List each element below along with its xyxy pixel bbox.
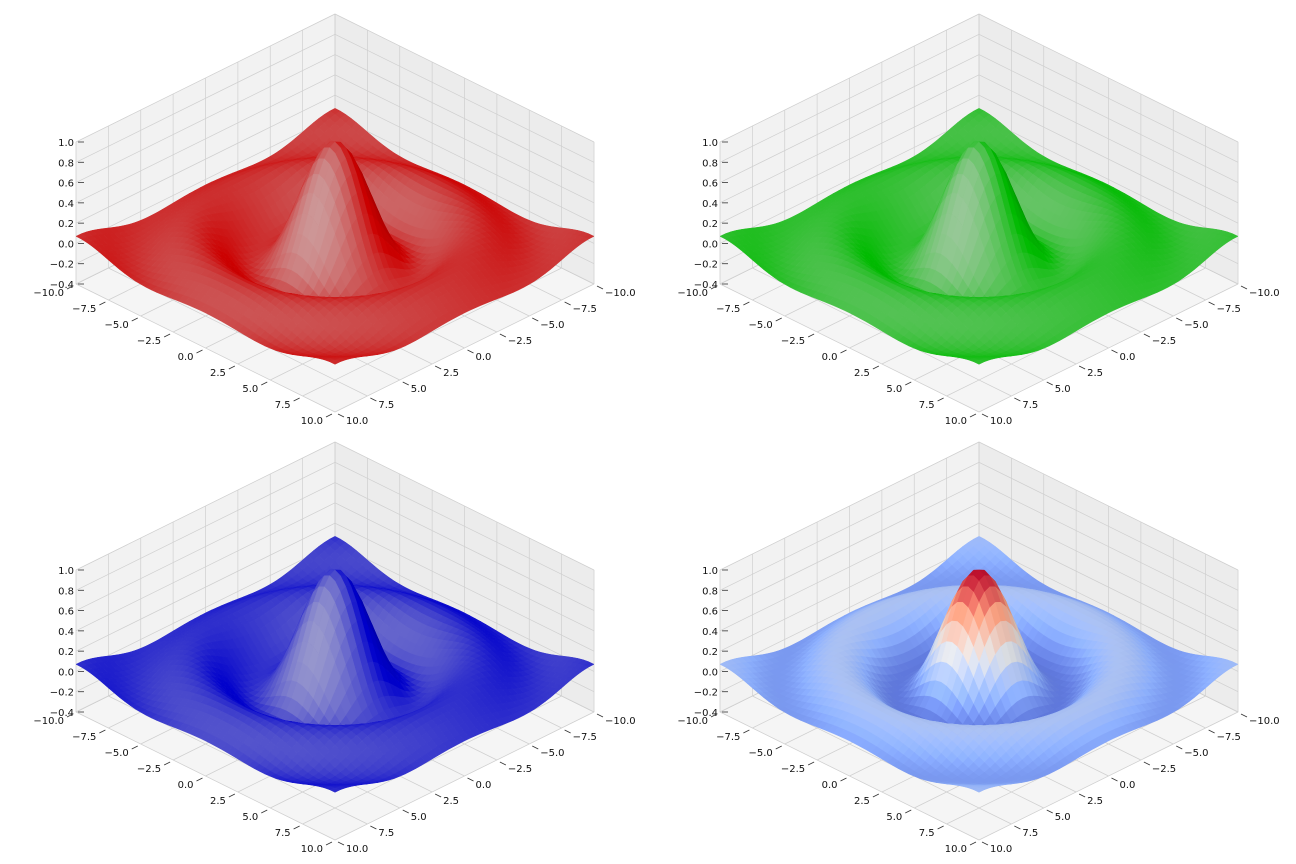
red-surface-x-tick	[196, 349, 203, 354]
red-surface-y-tick	[467, 349, 474, 354]
red-surface-z-tick-label: 1.0	[58, 138, 74, 149]
green-surface-y-tick	[1143, 333, 1151, 338]
red-surface-y-tick	[596, 285, 604, 290]
red-surface-y-tick-label: 2.5	[443, 368, 459, 379]
green-surface-z-tick-label: 0.0	[702, 239, 718, 250]
red-surface-y-tick-label: 0.0	[476, 352, 492, 363]
green-surface-x-tick	[775, 317, 782, 322]
green-surface-x-tick-label: 0.0	[822, 352, 838, 363]
red-surface-y-tick	[370, 397, 377, 402]
blue-surface-panel: 1.00.80.60.40.20.0−0.2−0.4−10.0−7.5−5.0−…	[33, 441, 636, 855]
green-surface-y-tick-label: −2.5	[1152, 336, 1176, 347]
red-surface-mesh	[75, 108, 595, 365]
red-surface-x-tick-label: −2.5	[137, 336, 161, 347]
green-surface-x-tick-label: −5.0	[748, 320, 772, 331]
green-surface-x-tick	[872, 365, 880, 370]
green-surface-x-tick	[743, 301, 750, 306]
green-surface-z-tick-label: 0.4	[702, 199, 718, 210]
red-surface-y-tick	[564, 301, 571, 306]
red-surface-x-tick-label: 2.5	[210, 368, 226, 379]
green-surface-y-tick-label: 7.5	[1022, 400, 1038, 411]
red-surface-y-tick	[499, 333, 507, 338]
green-surface-y-tick	[1046, 381, 1053, 386]
green-surface-y-tick	[1240, 285, 1248, 290]
red-surface-x-tick	[163, 333, 171, 338]
red-surface-z-tick-label: 0.6	[58, 179, 74, 190]
green-surface-y-tick-label: −7.5	[1217, 304, 1241, 315]
green-surface-y-tick-label: 5.0	[1055, 384, 1071, 395]
red-surface-x-tick-label: 5.0	[242, 384, 258, 395]
red-surface-x-tick-label: −10.0	[33, 288, 64, 299]
red-surface-z-tick-label: 0.4	[58, 199, 74, 210]
green-surface-z-tick-label: 0.6	[702, 179, 718, 190]
red-surface-x-tick-label: −5.0	[104, 320, 128, 331]
red-surface-x-tick	[325, 413, 333, 418]
red-surface-y-tick-label: −10.0	[605, 288, 636, 299]
red-surface-z-tick-label: 0.0	[58, 239, 74, 250]
red-surface-x-tick	[228, 365, 236, 370]
red-surface-y-tick	[532, 317, 539, 322]
red-surface-x-tick	[131, 317, 138, 322]
green-surface-y-tick-label: −10.0	[1249, 288, 1280, 299]
green-surface-x-tick-label: 5.0	[886, 384, 902, 395]
red-surface-x-tick	[293, 397, 300, 402]
green-surface-z-tick-label: −0.2	[694, 260, 718, 271]
green-surface-y-tick	[1208, 301, 1215, 306]
green-surface-x-tick	[807, 333, 815, 338]
red-surface-x-tick-label: 10.0	[301, 416, 323, 427]
red-surface-y-tick	[434, 365, 442, 370]
green-surface-x-tick	[937, 397, 944, 402]
green-surface-z-tick-label: 0.2	[702, 219, 718, 230]
red-surface-panel: 1.00.80.60.40.20.0−0.2−0.4−10.0−7.5−5.0−…	[33, 13, 636, 427]
red-surface-y-tick-label: 5.0	[411, 384, 427, 395]
green-surface-x-tick	[840, 349, 847, 354]
red-surface-z-tick-label: 0.8	[58, 158, 74, 169]
green-surface-y-tick-label: −5.0	[1184, 320, 1208, 331]
red-surface-y-tick-label: −7.5	[573, 304, 597, 315]
green-surface-y-tick	[981, 413, 989, 418]
red-surface-y-tick	[402, 381, 409, 386]
green-surface-y-tick-label: 10.0	[990, 416, 1012, 427]
red-surface-y-tick	[337, 413, 345, 418]
red-surface-x-tick-label: −7.5	[72, 304, 96, 315]
red-surface-x-tick	[261, 381, 268, 386]
green-surface-x-tick-label: −10.0	[677, 288, 708, 299]
green-surface-y-tick	[1014, 397, 1021, 402]
red-surface-y-tick-label: 7.5	[378, 400, 394, 411]
green-surface-y-tick	[1111, 349, 1118, 354]
green-surface-y-tick-label: 2.5	[1087, 368, 1103, 379]
green-surface-y-tick	[1176, 317, 1183, 322]
green-surface-y-tick	[1078, 365, 1086, 370]
red-surface-x-tick-label: 0.0	[178, 352, 194, 363]
green-surface-panel: 1.00.80.60.40.20.0−0.2−0.4−10.0−7.5−5.0−…	[677, 13, 1280, 427]
green-surface-x-tick-label: 2.5	[854, 368, 870, 379]
red-surface-y-tick-label: 10.0	[346, 416, 368, 427]
green-surface-x-tick-label: −7.5	[716, 304, 740, 315]
red-surface-y-tick-label: −2.5	[508, 336, 532, 347]
red-surface-x-tick	[99, 301, 106, 306]
green-surface-x-tick-label: −2.5	[781, 336, 805, 347]
green-surface-x-tick	[905, 381, 912, 386]
green-surface-y-tick-label: 0.0	[1120, 352, 1136, 363]
green-surface-z-tick-label: 1.0	[702, 138, 718, 149]
red-surface-z-tick-label: −0.2	[50, 260, 74, 271]
red-surface-y-tick-label: −5.0	[540, 320, 564, 331]
red-surface-z-tick-label: 0.2	[58, 219, 74, 230]
green-surface-x-tick	[969, 413, 977, 418]
green-surface-x-tick-label: 7.5	[919, 400, 935, 411]
green-surface-x-tick-label: 10.0	[945, 416, 967, 427]
green-surface-z-tick-label: 0.8	[702, 158, 718, 169]
red-surface-x-tick-label: 7.5	[275, 400, 291, 411]
